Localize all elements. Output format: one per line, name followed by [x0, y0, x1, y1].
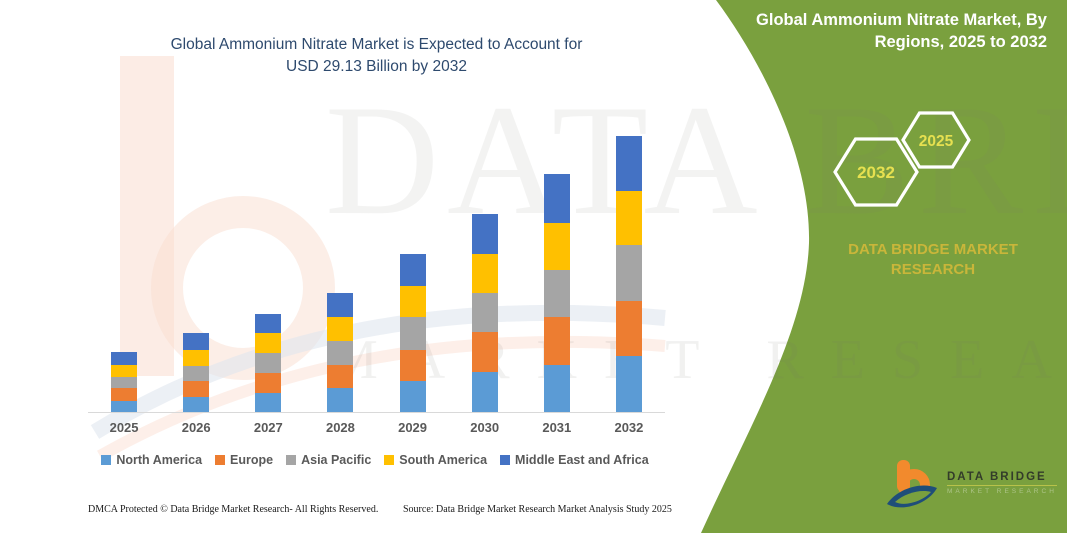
bar-segment-2028-middle-east-and-africa [327, 292, 354, 318]
legend-swatch [101, 455, 112, 465]
panel-brand-text: DATA BRIDGE MARKET RESEARCH [848, 241, 1018, 279]
legend-swatch [500, 455, 511, 465]
bar-segment-2032-europe [615, 301, 642, 357]
dbmr-logo: DATA BRIDGE MARKET RESEARCH [885, 458, 1057, 514]
bar-segment-2026-europe [183, 380, 210, 397]
dbmr-logo-icon [887, 460, 937, 508]
hexagon-2032-label: 2032 [857, 163, 895, 182]
watermark-text-marketresearch: MARKET RESEARCH [328, 329, 1067, 391]
hexagon-2025 [901, 111, 971, 169]
bar-segment-2028-north-america [327, 388, 354, 412]
bar-segment-2030-europe [471, 332, 498, 373]
bar-segment-2029-north-america [399, 380, 426, 412]
logo-swoosh-cutout [895, 491, 931, 504]
bar-segment-2027-south-america [255, 333, 282, 354]
footer-dmca-text: DMCA Protected © Data Bridge Market Rese… [88, 504, 379, 515]
x-axis-labels: 2025 2026 2027 2028 2029 2030 2031 2032 [88, 420, 665, 435]
bar-segment-2032-north-america [615, 356, 642, 412]
bar-segment-2025-middle-east-and-africa [111, 352, 138, 365]
legend-label: North America [116, 453, 203, 467]
legend-item-middle-east-and-africa: Middle East and Africa [500, 453, 649, 467]
logo-text-column: DATA BRIDGE MARKET RESEARCH [947, 458, 1057, 495]
legend-item-asia-pacific: Asia Pacific [286, 453, 371, 467]
x-axis-label-2026: 2026 [181, 420, 211, 435]
legend-item-south-america: South America [384, 453, 487, 467]
panel-title: Global Ammonium Nitrate Market, By Regio… [756, 11, 1047, 51]
bar-segment-2030-north-america [471, 372, 498, 412]
legend-swatch [215, 455, 226, 465]
x-axis-label-2030: 2030 [470, 420, 500, 435]
x-axis-label-2027: 2027 [253, 420, 283, 435]
bar-segment-2029-europe [399, 349, 426, 381]
bar-segment-2030-south-america [471, 253, 498, 293]
legend: North America Europe Asia Pacific South Ame… [55, 453, 695, 467]
legend-label: Europe [230, 453, 274, 467]
bar-segment-2031-europe [543, 317, 570, 365]
footer-source-text: Source: Data Bridge Market Research Mark… [403, 504, 672, 515]
bar-segment-2032-middle-east-and-africa [615, 136, 642, 192]
bar-segment-2028-asia-pacific [327, 340, 354, 365]
legend-label: South America [399, 453, 488, 467]
year-hexagons: 2032 2025 [833, 111, 971, 207]
bar-segment-2031-middle-east-and-africa [543, 174, 570, 223]
x-axis-label-2028: 2028 [325, 420, 355, 435]
watermark-text-databridge: DATA BRIDGE [325, 73, 1067, 248]
x-axis-label-2029: 2029 [398, 420, 428, 435]
bar-segment-2027-north-america [255, 393, 282, 412]
legend-item-north-america: North America [101, 453, 202, 467]
bar-segment-2030-asia-pacific [471, 292, 498, 333]
plot-area [88, 113, 665, 413]
bar-segment-2031-asia-pacific [543, 269, 570, 318]
hexagon-2025-label: 2025 [919, 133, 954, 150]
x-axis-label-2031: 2031 [542, 420, 572, 435]
bar-segment-2032-asia-pacific [615, 245, 642, 302]
hexagon-2032 [833, 137, 919, 207]
logo-subtitle: MARKET RESEARCH [947, 488, 1057, 495]
bar-segment-2026-asia-pacific [183, 365, 210, 381]
bar-segment-2029-asia-pacific [399, 317, 426, 350]
bar-segment-2026-middle-east-and-africa [183, 333, 210, 350]
bar-segment-2031-south-america [543, 222, 570, 270]
bar-segment-2027-asia-pacific [255, 353, 282, 374]
x-axis-label-2025: 2025 [109, 420, 139, 435]
chart-title-line1: Global Ammonium Nitrate Market is Expect… [170, 36, 583, 53]
legend-label: Asia Pacific [301, 453, 372, 467]
legend-swatch [286, 455, 297, 465]
legend-label: Middle East and Africa [515, 453, 649, 467]
chart-title: Global Ammonium Nitrate Market is Expect… [88, 34, 665, 78]
bar-segment-2027-europe [255, 373, 282, 394]
bar-segment-2031-north-america [543, 364, 570, 412]
x-axis-label-2032: 2032 [614, 420, 644, 435]
bar-segment-2029-south-america [399, 286, 426, 318]
bar-segment-2030-middle-east-and-africa [471, 214, 498, 254]
legend-item-europe: Europe [215, 453, 273, 467]
bar-segment-2025-europe [111, 388, 138, 401]
bar-segment-2029-middle-east-and-africa [399, 253, 426, 286]
bar-segment-2032-south-america [615, 191, 642, 246]
bar-segment-2025-north-america [111, 400, 138, 412]
bar-segment-2025-asia-pacific [111, 376, 138, 389]
bar-segment-2025-south-america [111, 364, 138, 377]
chart-title-line2: USD 29.13 Billion by 2032 [286, 58, 467, 75]
legend-swatch [384, 455, 395, 465]
bar-segment-2026-north-america [183, 396, 210, 412]
bar-segment-2028-europe [327, 364, 354, 389]
bar-segment-2026-south-america [183, 349, 210, 366]
bar-segment-2028-south-america [327, 317, 354, 341]
bar-segment-2027-middle-east-and-africa [255, 313, 282, 334]
logo-name: DATA BRIDGE [947, 471, 1057, 486]
